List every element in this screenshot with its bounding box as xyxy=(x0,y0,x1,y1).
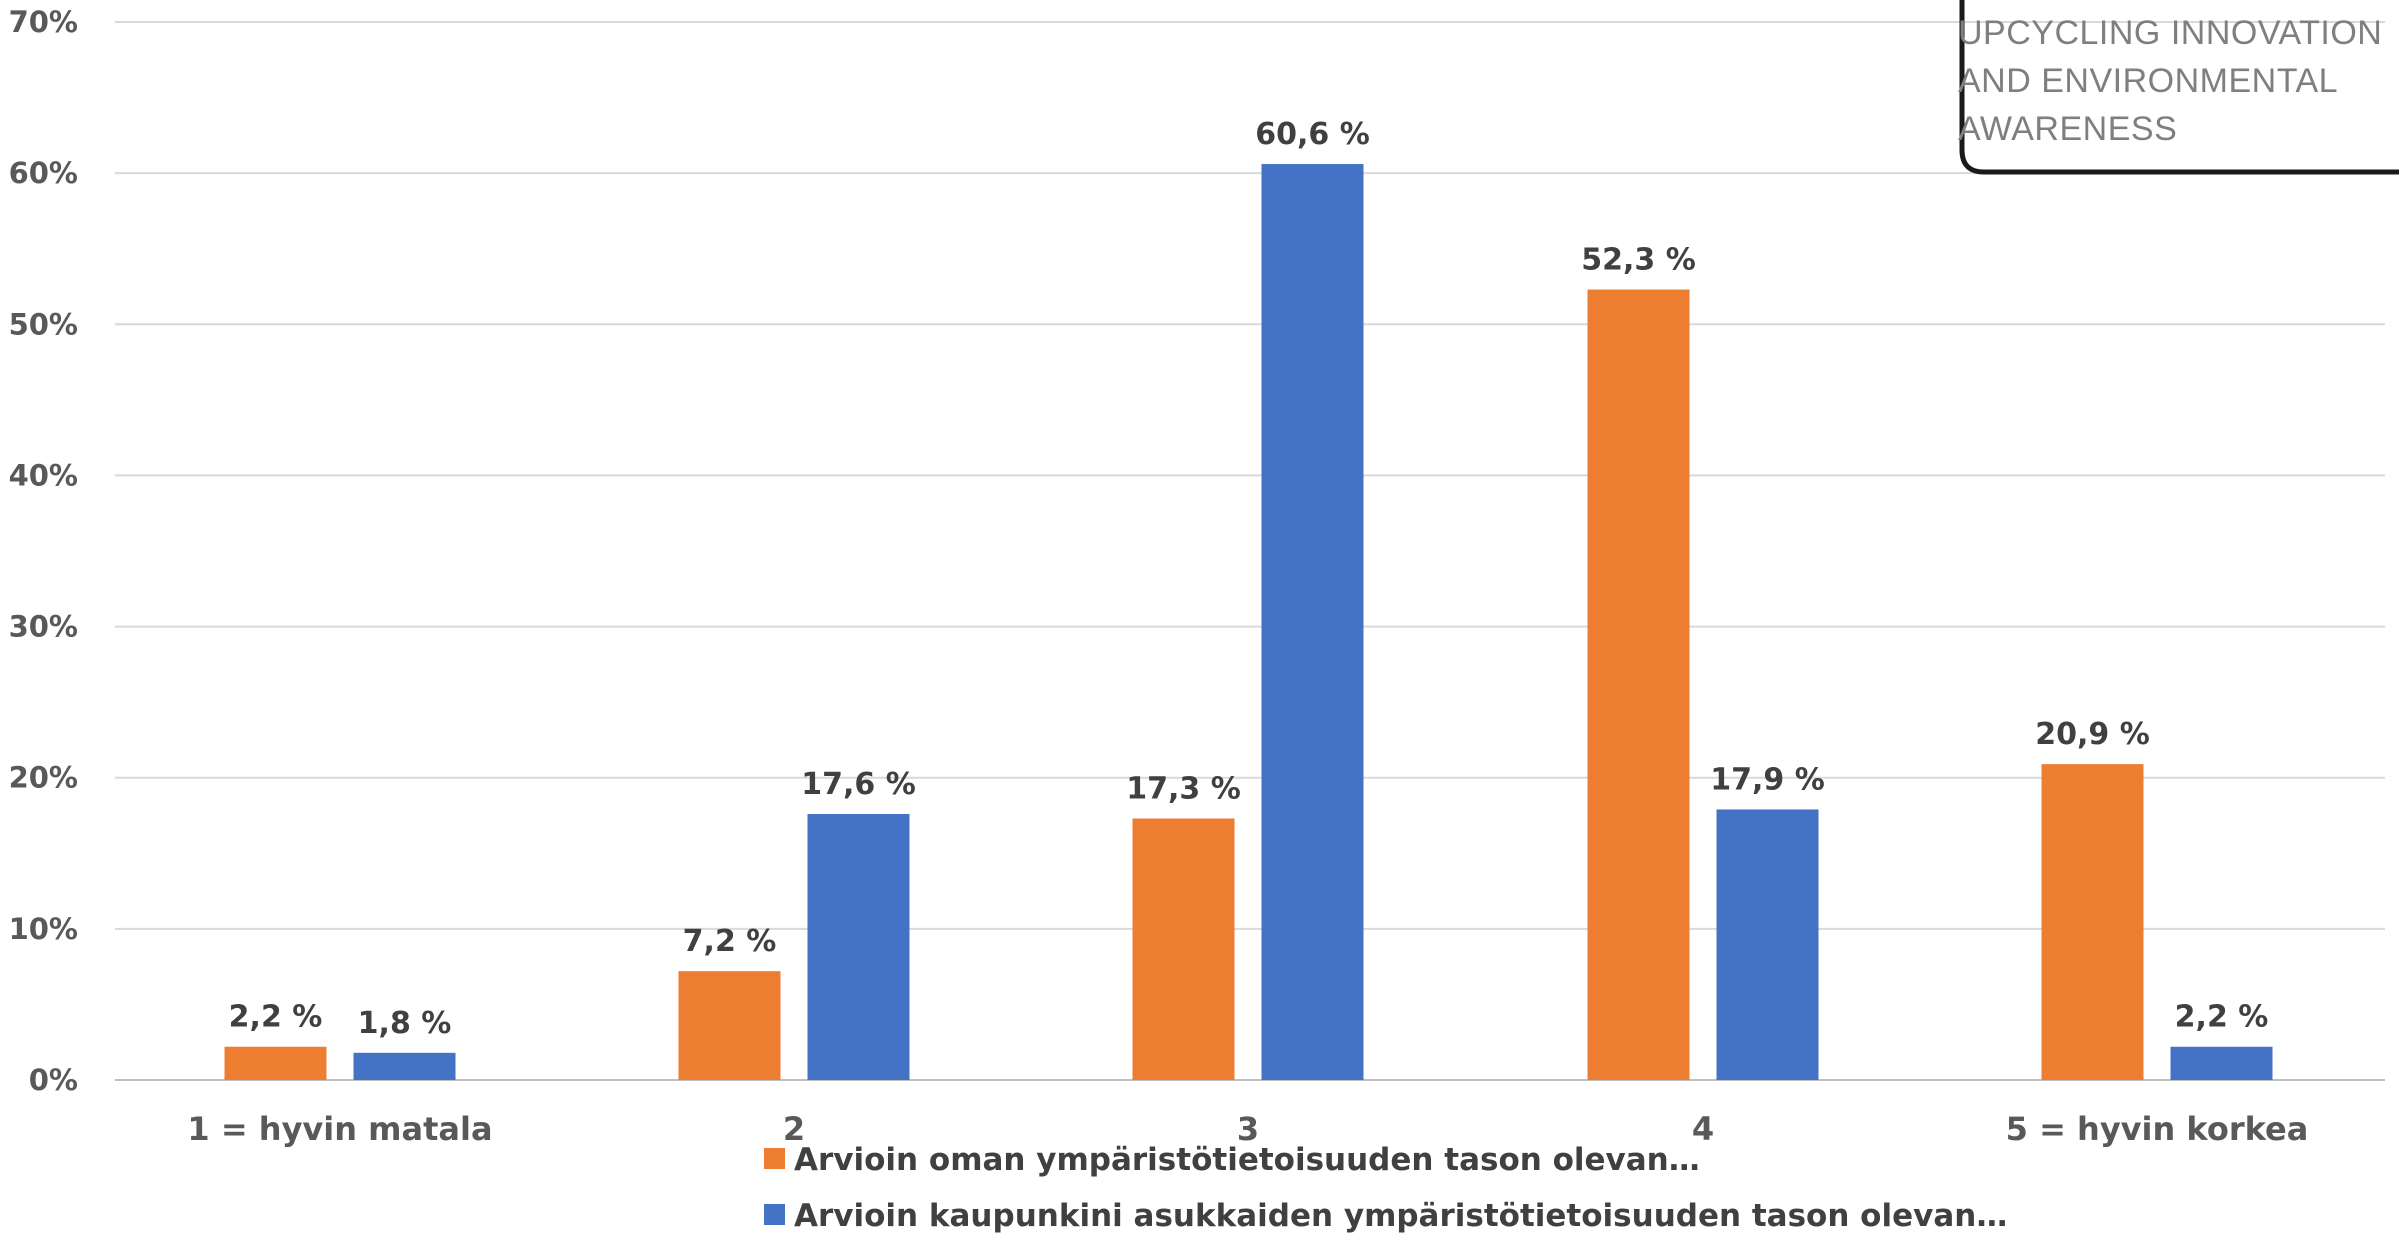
bar-series-1 xyxy=(678,971,781,1080)
x-axis-categories: 1 = hyvin matala 2 3 4 5 = hyvin korkea xyxy=(187,1110,2308,1148)
x-category-label: 5 = hyvin korkea xyxy=(2006,1110,2309,1148)
logo-line-3: AWARENESS xyxy=(1958,110,2177,148)
y-tick-label: 40% xyxy=(9,458,78,492)
bar-series-1 xyxy=(2041,764,2144,1080)
bars xyxy=(224,164,2273,1081)
data-label-series-1: 2,2 % xyxy=(229,1000,323,1035)
bar-series-2 xyxy=(1261,164,1364,1080)
y-axis-ticks: 0% 10% 20% 30% 40% 50% 60% 70% xyxy=(9,5,78,1097)
y-tick-label: 20% xyxy=(9,761,78,795)
upcycling-logo: UPCYCLING INNOVATION AND ENVIRONMENTAL A… xyxy=(1958,0,2399,175)
y-tick-label: 30% xyxy=(9,610,78,644)
legend-swatch-series-2 xyxy=(764,1204,785,1225)
legend: Arvioin oman ympäristötietoisuuden tason… xyxy=(764,1142,2007,1234)
bar-series-1 xyxy=(224,1046,327,1080)
data-label-series-1: 20,9 % xyxy=(2035,717,2150,752)
bar-series-1 xyxy=(1132,818,1235,1080)
data-label-series-2: 17,6 % xyxy=(801,767,916,802)
bar-series-2 xyxy=(807,813,910,1080)
data-label-series-2: 2,2 % xyxy=(2175,1000,2269,1035)
data-label-series-2: 17,9 % xyxy=(1710,762,1825,797)
bar-series-1 xyxy=(1587,289,1690,1081)
gridlines xyxy=(115,21,2385,1081)
data-label-series-2: 60,6 % xyxy=(1255,117,1370,152)
legend-swatch-series-1 xyxy=(764,1148,785,1169)
bar-series-2 xyxy=(2170,1046,2273,1080)
data-label-series-2: 1,8 % xyxy=(358,1006,452,1041)
logo-line-1: UPCYCLING INNOVATION xyxy=(1958,14,2382,52)
data-labels: 2,2 % 7,2 % 17,3 % 52,3 % 20,9 % 1,8 % 17,6 % 6… xyxy=(229,117,2269,1041)
bar-series-2 xyxy=(1716,809,1819,1080)
x-category-label: 1 = hyvin matala xyxy=(187,1110,492,1148)
data-label-series-1: 17,3 % xyxy=(1126,772,1241,807)
x-category-label: 4 xyxy=(1692,1110,1714,1148)
bar-series-2 xyxy=(353,1052,456,1080)
y-tick-label: 70% xyxy=(9,5,78,39)
x-category-label: 3 xyxy=(1237,1110,1259,1148)
data-label-series-1: 52,3 % xyxy=(1581,243,1696,278)
logo-line-2: AND ENVIRONMENTAL xyxy=(1958,62,2338,100)
y-tick-label: 60% xyxy=(9,156,78,190)
data-label-series-1: 7,2 % xyxy=(683,924,777,959)
logo-frame xyxy=(1959,0,2399,175)
x-category-label: 2 xyxy=(783,1110,805,1148)
legend-label-series-2: Arvioin kaupunkini asukkaiden ympäristöt… xyxy=(794,1198,2007,1234)
y-tick-label: 10% xyxy=(9,912,78,946)
y-tick-label: 0% xyxy=(29,1063,78,1097)
legend-label-series-1: Arvioin oman ympäristötietoisuuden tason… xyxy=(794,1142,1700,1178)
y-tick-label: 50% xyxy=(9,307,78,341)
